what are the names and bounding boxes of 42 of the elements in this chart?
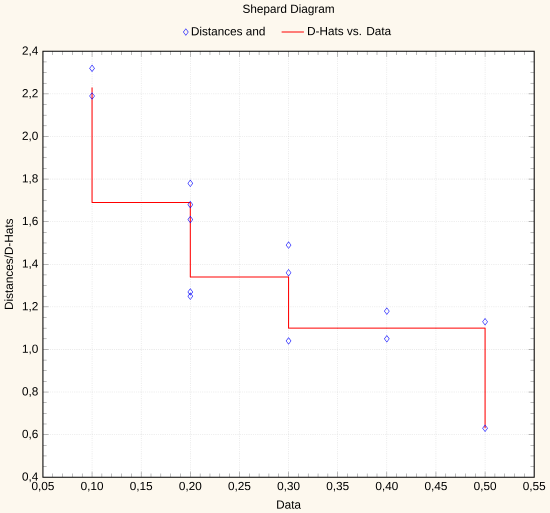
point	[286, 337, 292, 344]
point	[482, 424, 488, 432]
point	[188, 216, 194, 224]
point	[384, 308, 390, 315]
x-tick-label: 0,30	[278, 482, 300, 492]
x-tick-label: 0,15	[130, 482, 152, 492]
y-tick-label: 1,6	[22, 216, 38, 226]
y-tick-label: 2,2	[22, 88, 38, 99]
y-tick-label: 2,4	[22, 46, 38, 56]
point	[482, 318, 488, 326]
y-tick-label: 0,4	[22, 472, 38, 482]
y-axis-title: Distances/D-Hats	[4, 218, 13, 309]
x-tick-label: 0,40	[376, 482, 398, 492]
x-tick-label: 0,55	[523, 482, 546, 492]
y-tick-label: 1,8	[22, 174, 38, 184]
y-tick-label: 2,0	[22, 132, 38, 142]
x-axis-title: Data	[277, 500, 301, 509]
point	[89, 92, 95, 100]
x-tick-label: 0,20	[179, 482, 202, 492]
point	[188, 288, 194, 296]
x-tick-label: 0,25	[228, 482, 250, 492]
point	[188, 180, 194, 187]
legend-label: D-Hats vs. Data	[308, 26, 392, 36]
point	[384, 335, 390, 342]
x-tick-label: 0,35	[326, 482, 349, 492]
point	[286, 269, 292, 276]
chart-title: Shepard Diagram	[243, 4, 334, 16]
y-tick-label: 0,6	[22, 430, 38, 440]
point	[286, 242, 292, 249]
y-tick-label: 1,2	[22, 302, 38, 312]
x-tick-label: 0,05	[32, 482, 54, 492]
y-tick-label: 1,0	[22, 344, 38, 354]
point	[188, 292, 194, 300]
point	[188, 201, 194, 208]
x-tick-label: 0,10	[81, 482, 104, 492]
y-tick-label: 1,4	[22, 259, 38, 269]
point	[89, 64, 95, 72]
x-tick-label: 0,50	[474, 482, 496, 492]
y-tick-label: 0,8	[22, 387, 38, 397]
x-tick-label: 0,45	[424, 482, 447, 492]
line-series	[92, 86, 486, 429]
legend-label: Distances and	[192, 26, 265, 36]
